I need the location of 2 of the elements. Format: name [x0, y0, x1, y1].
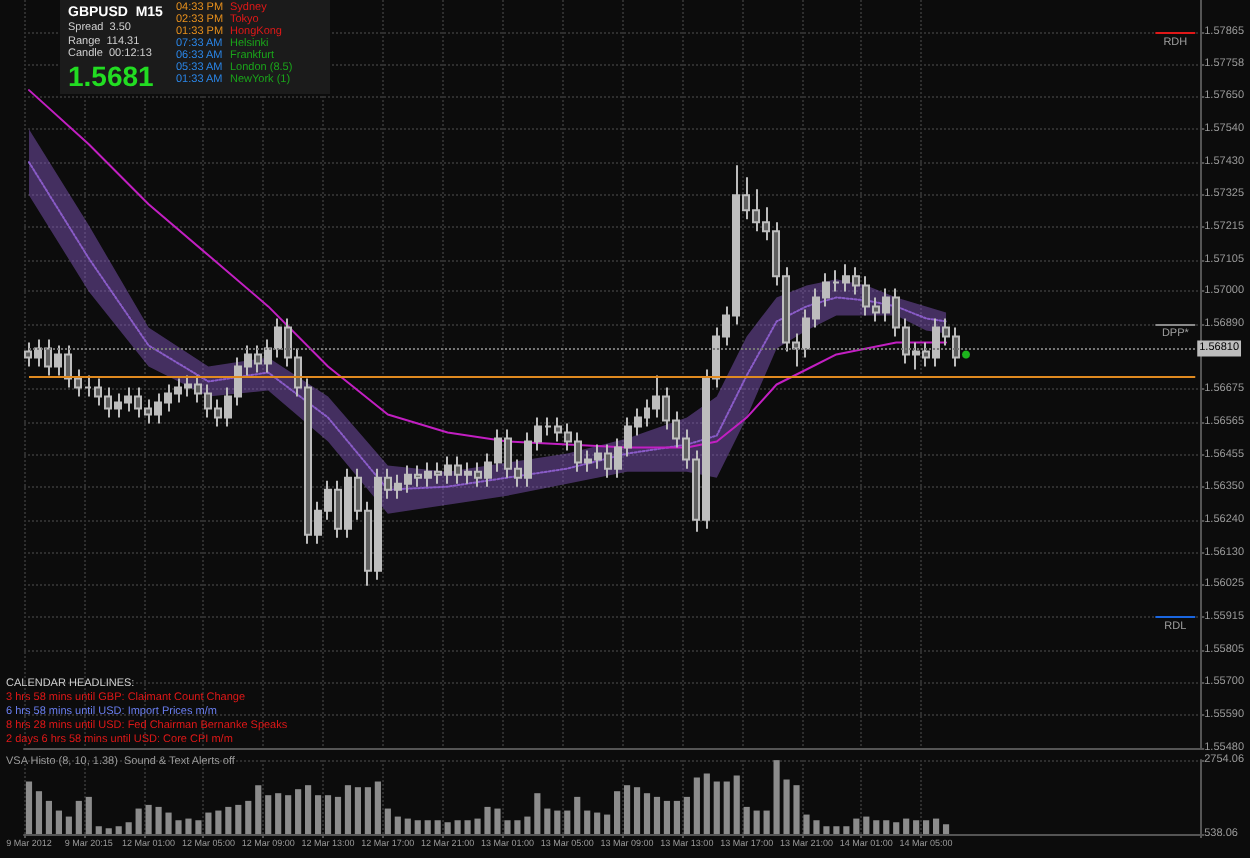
annotation: 1.5681	[68, 60, 154, 92]
line-series	[27, 89, 948, 449]
